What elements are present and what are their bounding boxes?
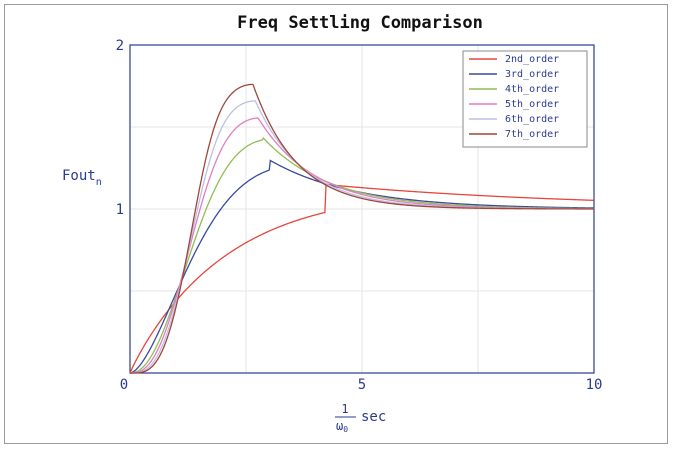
legend-label-4th_order: 4th_order: [505, 84, 559, 95]
tick-label-origin: 0: [120, 377, 128, 393]
legend-label-3rd_order: 3rd_order: [505, 69, 559, 80]
legend-label-7th_order: 7th_order: [505, 129, 559, 140]
legend-label-2nd_order: 2nd_order: [505, 54, 559, 65]
y-axis-label: Foutn: [62, 168, 102, 188]
x-label-denominator: ω0: [336, 419, 348, 434]
series-layer: [129, 83, 595, 374]
x-tick-label: 5: [358, 377, 366, 393]
legend-label-6th_order: 6th_order: [505, 114, 559, 125]
series-line-2nd_order: [129, 183, 595, 374]
y-tick-label: 2: [116, 38, 124, 54]
chart-title: Freq Settling Comparison: [237, 13, 483, 33]
x-label-unit: sec: [361, 409, 386, 425]
series-line-7th_order: [130, 83, 594, 374]
legend: 2nd_order 3rd_order 4th_order 5th_order 6th_…: [462, 50, 588, 148]
y-tick-label: 1: [116, 202, 124, 218]
tick-labels: 0 5 10 1 2: [116, 38, 603, 393]
x-label-numerator: 1: [341, 402, 348, 416]
x-tick-label: 10: [586, 377, 603, 393]
legend-label-5th_order: 5th_order: [505, 99, 559, 110]
x-axis-label: 1 ω0 sec: [335, 402, 386, 434]
legend-box: [462, 50, 588, 148]
